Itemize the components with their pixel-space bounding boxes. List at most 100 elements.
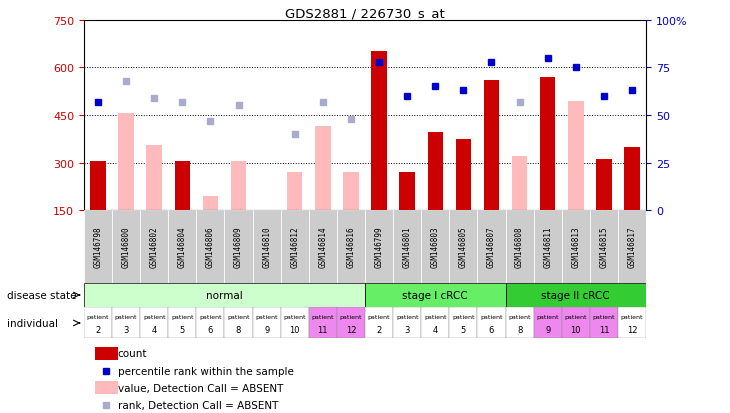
Bar — [84, 211, 112, 283]
Bar — [477, 211, 505, 283]
Bar — [449, 211, 477, 283]
Bar — [456, 140, 471, 211]
Text: GSM146806: GSM146806 — [206, 226, 215, 268]
Bar — [253, 211, 280, 283]
Bar — [505, 211, 534, 283]
Text: 4: 4 — [433, 325, 438, 335]
Bar — [95, 347, 118, 360]
Bar — [505, 283, 646, 308]
Text: 11: 11 — [318, 325, 328, 335]
Text: patient: patient — [255, 314, 278, 319]
Text: GSM146808: GSM146808 — [515, 226, 524, 268]
Bar — [140, 211, 168, 283]
Text: GSM146799: GSM146799 — [374, 226, 383, 268]
Text: GSM146809: GSM146809 — [234, 226, 243, 268]
Bar — [534, 308, 561, 339]
Text: 8: 8 — [517, 325, 522, 335]
Text: patient: patient — [283, 314, 306, 319]
Text: 10: 10 — [571, 325, 581, 335]
Bar — [365, 283, 505, 308]
Bar — [618, 211, 646, 283]
Bar — [196, 308, 225, 339]
Text: 8: 8 — [236, 325, 241, 335]
Bar — [596, 160, 612, 211]
Bar — [140, 308, 168, 339]
Bar — [309, 308, 337, 339]
Bar — [428, 133, 443, 211]
Text: patient: patient — [368, 314, 391, 319]
Text: GSM146807: GSM146807 — [487, 226, 496, 268]
Text: patient: patient — [171, 314, 193, 319]
Bar — [224, 211, 253, 283]
Bar — [421, 211, 450, 283]
Bar — [590, 211, 618, 283]
Text: 5: 5 — [461, 325, 466, 335]
Text: 10: 10 — [290, 325, 300, 335]
Text: GSM146805: GSM146805 — [459, 226, 468, 268]
Text: GSM146800: GSM146800 — [122, 226, 131, 268]
Text: stage I cRCC: stage I cRCC — [402, 290, 468, 300]
Text: rank, Detection Call = ABSENT: rank, Detection Call = ABSENT — [118, 400, 278, 410]
Text: patient: patient — [424, 314, 447, 319]
Text: count: count — [118, 349, 147, 358]
Bar — [624, 147, 639, 211]
Text: 2: 2 — [96, 325, 101, 335]
Bar — [393, 211, 421, 283]
Bar — [91, 161, 106, 211]
Bar — [315, 127, 331, 211]
Text: 6: 6 — [489, 325, 494, 335]
Text: 12: 12 — [627, 325, 637, 335]
Bar — [287, 173, 302, 211]
Title: GDS2881 / 226730_s_at: GDS2881 / 226730_s_at — [285, 7, 445, 19]
Text: percentile rank within the sample: percentile rank within the sample — [118, 366, 293, 375]
Bar — [477, 308, 505, 339]
Bar — [112, 211, 140, 283]
Bar — [505, 308, 534, 339]
Text: GSM146802: GSM146802 — [150, 226, 158, 268]
Text: stage II cRCC: stage II cRCC — [542, 290, 610, 300]
Bar — [561, 211, 590, 283]
Text: GSM146816: GSM146816 — [347, 226, 356, 268]
Bar — [590, 308, 618, 339]
Text: patient: patient — [143, 314, 166, 319]
Text: patient: patient — [227, 314, 250, 319]
Bar — [95, 381, 118, 394]
Bar — [196, 211, 225, 283]
Bar — [280, 308, 309, 339]
Bar — [365, 211, 393, 283]
Text: patient: patient — [312, 314, 334, 319]
Text: patient: patient — [564, 314, 587, 319]
Bar — [231, 161, 246, 211]
Text: 9: 9 — [264, 325, 269, 335]
Bar — [112, 308, 140, 339]
Text: GSM146813: GSM146813 — [572, 226, 580, 268]
Bar — [168, 308, 196, 339]
Text: individual: individual — [7, 318, 58, 328]
Text: 12: 12 — [346, 325, 356, 335]
Bar — [203, 197, 218, 211]
Bar — [484, 81, 499, 211]
Text: patient: patient — [396, 314, 418, 319]
Text: 3: 3 — [123, 325, 128, 335]
Text: GSM146815: GSM146815 — [599, 226, 608, 268]
Bar — [568, 102, 583, 211]
Bar — [365, 308, 393, 339]
Text: GSM146812: GSM146812 — [291, 226, 299, 268]
Text: patient: patient — [620, 314, 643, 319]
Text: GSM146801: GSM146801 — [403, 226, 412, 268]
Text: patient: patient — [199, 314, 222, 319]
Text: GSM146804: GSM146804 — [178, 226, 187, 268]
Text: 2: 2 — [377, 325, 382, 335]
Bar — [561, 308, 590, 339]
Text: GSM146798: GSM146798 — [93, 226, 102, 268]
Bar — [168, 211, 196, 283]
Text: patient: patient — [339, 314, 362, 319]
Bar — [253, 308, 280, 339]
Text: normal: normal — [206, 290, 243, 300]
Bar — [147, 146, 162, 211]
Bar — [512, 157, 527, 211]
Text: 6: 6 — [208, 325, 213, 335]
Bar — [337, 308, 365, 339]
Bar — [618, 308, 646, 339]
Text: GSM146817: GSM146817 — [628, 226, 637, 268]
